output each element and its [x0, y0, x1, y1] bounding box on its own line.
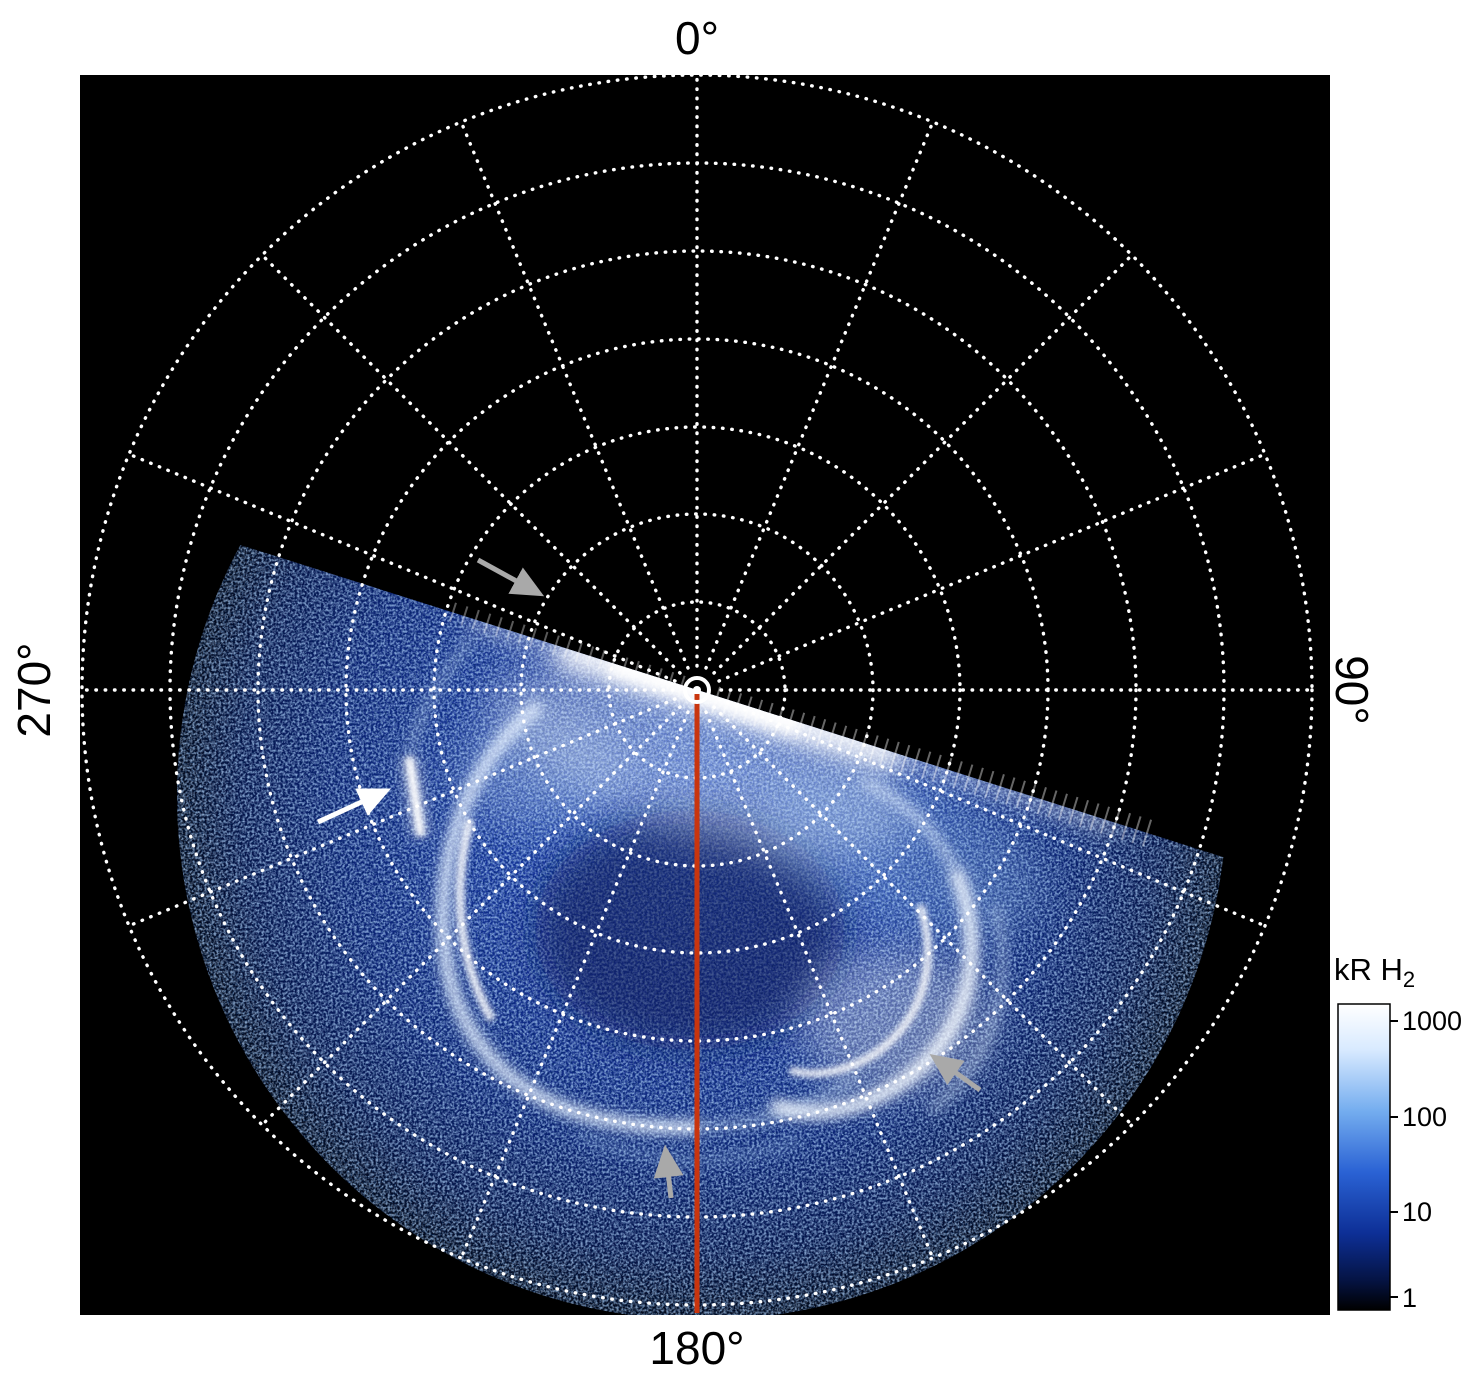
right-arc-glow — [800, 948, 990, 1092]
angle-label-90: 90° — [1326, 655, 1378, 725]
colorbar-title-sub: 2 — [1402, 967, 1416, 993]
colorbar — [1337, 1003, 1398, 1311]
grid-ray-315 — [261, 254, 682, 675]
right-diffuse-patch — [755, 774, 1045, 936]
grid-ring — [432, 425, 962, 955]
colorbar-title: kR H2 — [1334, 952, 1415, 993]
gray-arrowhead-right — [929, 1054, 982, 1093]
gray-arrow-upper — [476, 557, 545, 597]
colorbar-tick-label-100: 100 — [1402, 1102, 1448, 1132]
colorbar-tick-label-1000: 1000 — [1402, 1006, 1463, 1036]
grid-ray-135 — [712, 705, 1133, 1126]
pole-marker-dot — [693, 686, 701, 694]
polar-cap-shadow — [535, 810, 845, 1050]
right-arc-faint — [927, 904, 1007, 1116]
equatorward-faint-arc — [578, 1132, 802, 1163]
dusk-faint-arc — [406, 637, 473, 754]
angle-label-270: 270° — [8, 642, 60, 738]
angle-label-180: 180° — [649, 1322, 745, 1374]
annotation-arrows — [316, 557, 982, 1199]
colorbar-tick-label-1: 1 — [1402, 1283, 1418, 1313]
colorbar-title-main: kR H — [1334, 952, 1403, 987]
white-arrow-left — [316, 788, 391, 825]
pole-marker-ring — [683, 676, 711, 704]
angle-label-0: 0° — [675, 12, 719, 64]
grid-ray-225 — [261, 705, 682, 1126]
colorbar-tick-label-10: 10 — [1402, 1197, 1433, 1227]
right-arc-poleward-arm — [860, 777, 960, 873]
gray-arrowhead-bottom — [653, 1144, 684, 1199]
grid-ring — [519, 512, 875, 868]
grid-ray-45 — [712, 254, 1133, 675]
colorbar-gradient — [1337, 1003, 1391, 1311]
dusk-bright-streak — [405, 756, 425, 837]
